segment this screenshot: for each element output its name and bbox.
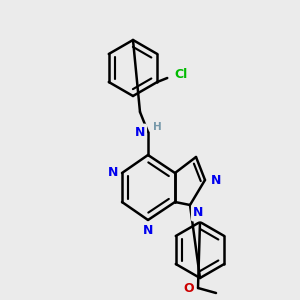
Text: N: N [108, 167, 118, 179]
Text: N: N [143, 224, 153, 236]
Text: N: N [135, 125, 145, 139]
Text: N: N [193, 206, 203, 220]
Text: N: N [211, 173, 221, 187]
Text: Cl: Cl [175, 68, 188, 80]
Text: H: H [153, 122, 161, 132]
Text: O: O [184, 281, 194, 295]
